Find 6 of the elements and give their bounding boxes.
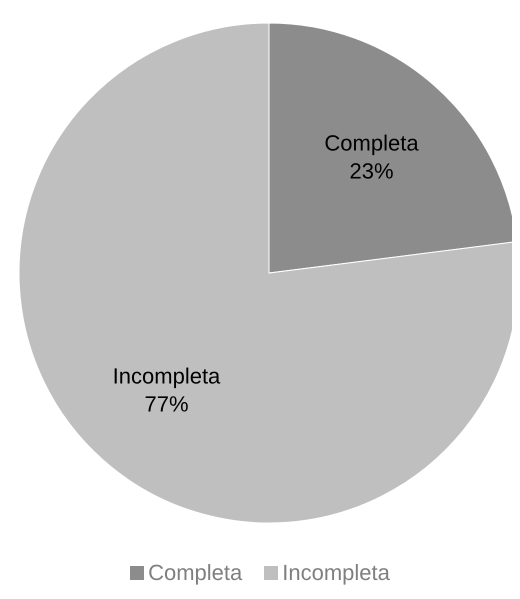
data-label: 23% xyxy=(349,158,394,184)
slice-label: Incompleta xyxy=(282,560,390,586)
legend-label: Completa xyxy=(148,560,242,586)
data-label: 77% xyxy=(144,391,189,416)
slice-label: Incompleta xyxy=(112,363,222,388)
slice-label: Completa xyxy=(324,130,420,156)
